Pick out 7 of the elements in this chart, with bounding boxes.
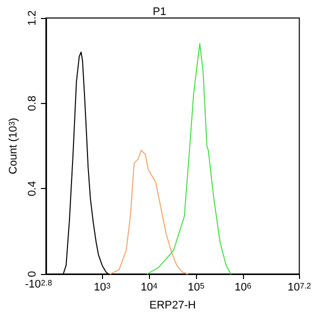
text: P1 (152, 6, 166, 18)
y-tick-label: 0.8 (26, 96, 38, 111)
y-tick-label: 0.4 (26, 181, 38, 196)
y-axis-title: Count (103) (8, 118, 20, 174)
x-axis-title: ERP27-H (149, 300, 196, 312)
y-tick-label: 1.2 (26, 10, 38, 26)
y-tick-label: 0 (26, 270, 38, 278)
